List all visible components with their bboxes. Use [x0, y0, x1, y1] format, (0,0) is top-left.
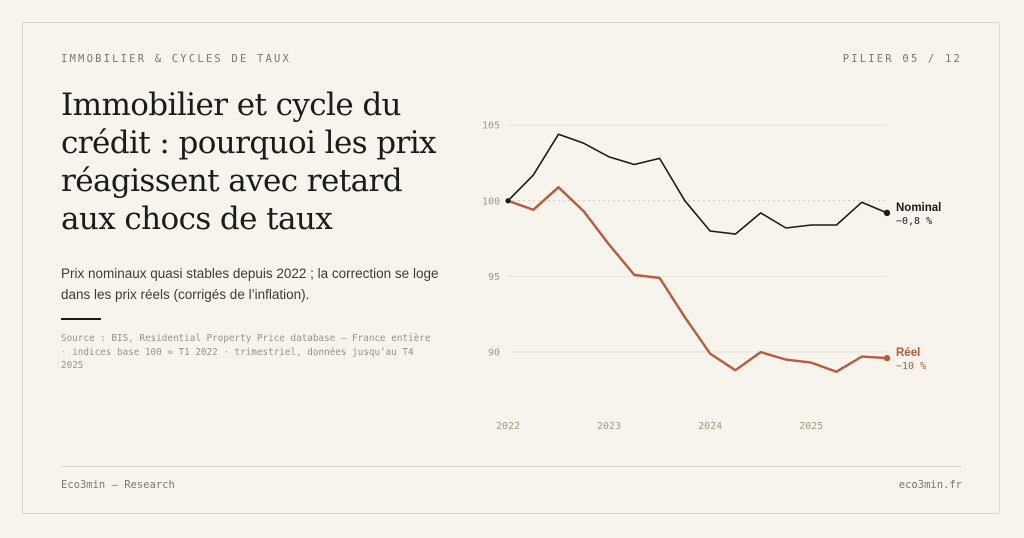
- series-end-name: Réel: [896, 347, 920, 359]
- footer-brand: Eco3min — Research: [61, 479, 175, 491]
- series-end-name: Nominal: [896, 202, 941, 214]
- title-line: crédit : pourquoi les prix: [61, 125, 437, 161]
- series-end-value: −0,8 %: [896, 216, 932, 227]
- title-line: réagissent avec retard: [61, 163, 403, 199]
- page-subtitle: Prix nominaux quasi stables depuis 2022 …: [61, 266, 439, 302]
- series-end-point: [883, 209, 891, 217]
- section-kicker: IMMOBILIER & CYCLES DE TAUX: [61, 53, 292, 65]
- series-start-point: [505, 198, 511, 204]
- series-end-value: −10 %: [896, 361, 926, 372]
- x-tick-label: 2025: [799, 421, 823, 432]
- y-tick-label: 100: [482, 196, 500, 207]
- pillar-counter: PILIER 05 / 12: [842, 53, 962, 65]
- divider-rule: [61, 318, 101, 320]
- card-frame: [22, 22, 1000, 514]
- series-end-point: [883, 354, 891, 362]
- x-tick-label: 2024: [698, 421, 722, 432]
- x-tick-label: 2022: [496, 421, 520, 432]
- title-line: aux chocs de taux: [61, 201, 333, 237]
- series-line-reel: [507, 185, 888, 373]
- footer-url: eco3min.fr: [898, 479, 962, 491]
- y-tick-label: 105: [482, 121, 500, 132]
- footer-divider: [61, 466, 962, 467]
- series-line-nominal: [507, 133, 888, 235]
- x-tick-label: 2023: [597, 421, 621, 432]
- y-tick-label: 95: [488, 272, 500, 283]
- y-tick-label: 90: [488, 348, 500, 359]
- price-index-chart: 90 95 100 105 2022 2023 2024 2025 Nominal −0,8 % R…: [482, 121, 941, 432]
- source-note: Source : BIS, Residential Property Price…: [61, 333, 431, 371]
- page-title: Immobilier et cycle du crédit : pourquoi…: [61, 86, 461, 238]
- title-line: Immobilier et cycle du: [61, 87, 402, 123]
